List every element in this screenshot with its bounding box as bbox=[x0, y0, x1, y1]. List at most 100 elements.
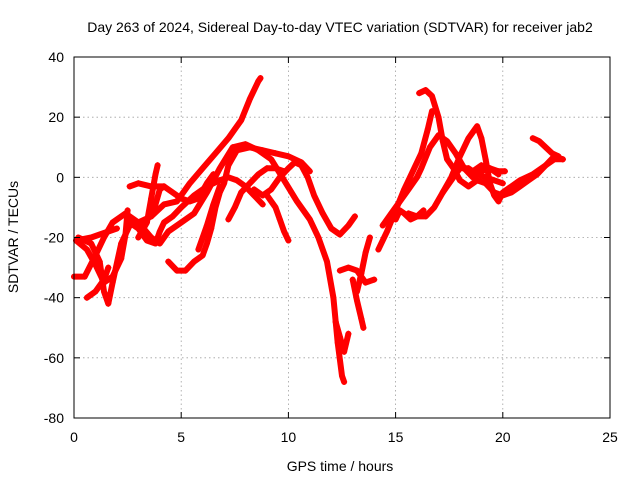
data-point bbox=[435, 114, 442, 121]
series-track-l bbox=[225, 165, 288, 223]
data-point bbox=[203, 222, 210, 229]
data-point bbox=[233, 177, 240, 184]
data-point bbox=[203, 180, 210, 187]
data-point bbox=[221, 180, 228, 187]
data-point bbox=[186, 198, 193, 205]
data-point bbox=[298, 162, 305, 169]
data-point bbox=[371, 276, 378, 283]
data-point bbox=[304, 174, 311, 181]
data-point bbox=[238, 189, 245, 196]
data-point bbox=[109, 279, 116, 286]
data-point bbox=[135, 234, 142, 241]
data-point bbox=[101, 288, 107, 295]
data-point bbox=[272, 150, 279, 157]
data-point bbox=[358, 270, 365, 277]
x-axis-label: GPS time / hours bbox=[287, 458, 394, 474]
data-point bbox=[291, 159, 298, 166]
data-point bbox=[456, 153, 463, 160]
data-point bbox=[375, 246, 382, 253]
data-point bbox=[542, 162, 549, 169]
data-point bbox=[173, 198, 180, 205]
data-point bbox=[225, 216, 232, 223]
x-tick-label: 25 bbox=[602, 429, 618, 445]
data-point bbox=[231, 204, 238, 211]
data-point bbox=[396, 198, 403, 205]
data-point bbox=[366, 234, 373, 241]
data-point bbox=[203, 240, 210, 247]
data-point bbox=[233, 147, 240, 154]
y-tick-label: -60 bbox=[44, 350, 64, 366]
data-point bbox=[439, 138, 446, 145]
data-point bbox=[416, 90, 423, 97]
data-point bbox=[444, 156, 451, 163]
series-trail bbox=[148, 183, 167, 220]
data-point bbox=[501, 168, 508, 175]
data-point bbox=[384, 228, 390, 235]
data-point bbox=[199, 252, 206, 259]
data-point bbox=[358, 315, 365, 322]
data-point bbox=[491, 192, 498, 199]
tick-layer: 0 5 10 15 20 25 -80 -60 -40 -20 0 20 40 bbox=[44, 49, 618, 445]
data-point bbox=[354, 297, 360, 304]
data-point bbox=[529, 171, 536, 178]
data-point bbox=[210, 171, 217, 178]
data-point bbox=[424, 126, 431, 133]
data-point bbox=[264, 165, 270, 172]
data-point bbox=[555, 153, 562, 160]
data-point bbox=[195, 195, 202, 202]
data-point bbox=[152, 201, 159, 208]
data-point bbox=[225, 162, 232, 169]
data-point bbox=[259, 201, 266, 208]
series-trail bbox=[195, 183, 223, 253]
data-point bbox=[351, 213, 358, 220]
data-point bbox=[272, 165, 279, 172]
data-point bbox=[431, 204, 438, 211]
data-point bbox=[452, 150, 459, 157]
series-trail bbox=[75, 75, 264, 307]
data-point bbox=[392, 216, 399, 223]
data-point bbox=[469, 174, 476, 181]
data-point bbox=[143, 237, 150, 244]
data-point bbox=[113, 225, 120, 232]
data-point bbox=[161, 183, 167, 190]
data-point bbox=[118, 255, 125, 262]
data-point bbox=[255, 171, 262, 178]
data-point bbox=[474, 177, 481, 184]
data-point bbox=[559, 156, 566, 163]
series-track-s bbox=[375, 108, 435, 253]
data-point bbox=[439, 189, 446, 196]
data-point bbox=[246, 144, 253, 151]
data-point bbox=[319, 210, 326, 217]
data-point bbox=[332, 318, 339, 325]
series-trail bbox=[375, 108, 435, 253]
data-point bbox=[165, 258, 172, 265]
x-tick-label: 0 bbox=[70, 429, 78, 445]
data-point bbox=[536, 138, 543, 145]
data-point bbox=[92, 288, 99, 295]
data-point bbox=[422, 87, 429, 94]
x-tick-label: 20 bbox=[495, 429, 511, 445]
data-point bbox=[268, 156, 275, 163]
data-point bbox=[88, 240, 95, 247]
series-track-n bbox=[264, 192, 292, 244]
series-trail bbox=[264, 192, 292, 244]
data-point bbox=[508, 189, 515, 196]
data-point bbox=[499, 189, 506, 196]
data-point bbox=[379, 222, 386, 229]
data-point bbox=[83, 246, 90, 253]
data-point bbox=[169, 189, 176, 196]
y-tick-label: 40 bbox=[48, 49, 64, 65]
data-point bbox=[281, 177, 288, 184]
series-trail bbox=[332, 318, 352, 355]
data-point bbox=[161, 219, 167, 226]
data-point bbox=[101, 276, 107, 283]
data-point bbox=[199, 165, 206, 172]
data-point bbox=[109, 273, 116, 280]
data-point bbox=[216, 183, 223, 190]
data-point bbox=[246, 180, 253, 187]
y-tick-label: -20 bbox=[44, 230, 64, 246]
data-point bbox=[191, 258, 198, 265]
data-point bbox=[486, 165, 493, 172]
series-track-x bbox=[392, 207, 427, 223]
